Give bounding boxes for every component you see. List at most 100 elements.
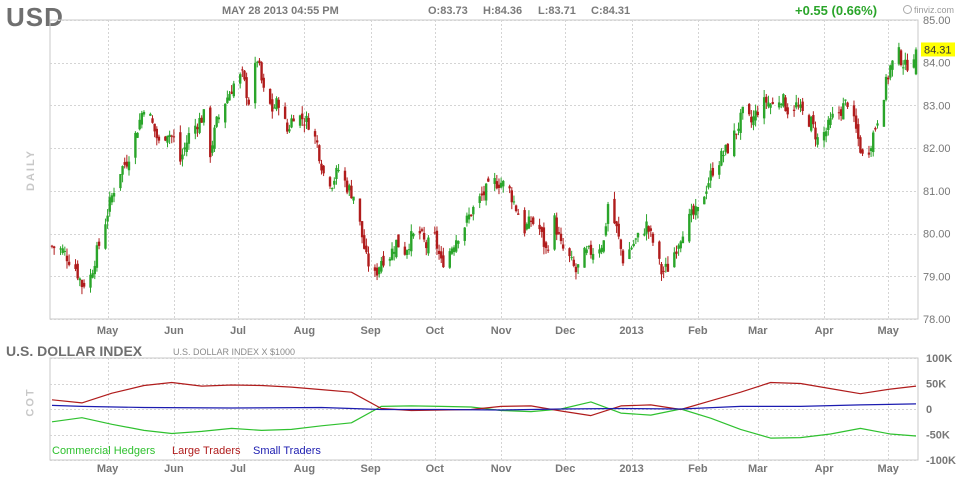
candle-up (253, 62, 257, 104)
candle-up (527, 216, 531, 229)
candle-down (771, 102, 774, 105)
candle-up (703, 196, 706, 205)
candle-down (328, 177, 332, 187)
cot-line-commercial-hedgers (51, 401, 917, 439)
candle-up (681, 236, 685, 244)
candle-up (664, 263, 667, 267)
candle-up (112, 192, 116, 197)
candle-up (724, 144, 727, 152)
candle-up (181, 154, 184, 160)
candle-up (457, 241, 460, 244)
candle-down (350, 185, 353, 199)
candle-up (388, 258, 392, 261)
x-tick-label: Jul (230, 325, 246, 337)
candle-up (395, 239, 398, 258)
candle-up (273, 107, 276, 109)
cot-x-tick-label: Mar (748, 463, 768, 475)
candle-up (914, 49, 918, 75)
cot-x-tick-label: Apr (815, 463, 835, 475)
candle-down (531, 217, 535, 224)
candle-down (307, 117, 310, 130)
candle-down (529, 220, 533, 222)
candle-down (765, 96, 768, 103)
candle-down (735, 133, 738, 135)
candle-up (110, 195, 114, 203)
candle-up (598, 249, 601, 254)
candle-down (839, 109, 843, 116)
candle-down (365, 245, 368, 253)
candle-down (258, 60, 261, 63)
candle-down (301, 113, 304, 120)
finviz-brand[interactable]: finviz.com (903, 5, 954, 15)
candle-up (335, 167, 338, 180)
candle-down (711, 167, 715, 176)
candle-down (418, 230, 422, 234)
candle-up (822, 132, 826, 141)
candle-down (540, 227, 543, 232)
candle-up (733, 130, 736, 157)
candle-up (897, 47, 901, 65)
brand-mark-icon (903, 5, 912, 14)
candle-down (360, 221, 364, 238)
candle-up (61, 248, 64, 253)
candle-down (245, 77, 248, 99)
candle-down (420, 229, 424, 231)
candle-up (78, 278, 82, 281)
cot-x-tick-label: Oct (426, 463, 445, 475)
candle-down (874, 128, 877, 130)
cot-x-tick-label: Jun (164, 463, 184, 475)
candle-up (275, 98, 278, 110)
candle-down (846, 102, 849, 107)
ticker-symbol: USD (6, 2, 64, 32)
candle-down (382, 255, 385, 266)
candle-up (63, 250, 67, 252)
candle-down (589, 244, 593, 255)
candle-up (448, 251, 451, 268)
candle-down (546, 249, 550, 251)
candle-up (767, 102, 770, 107)
candle-up (378, 267, 381, 275)
candle-up (816, 137, 819, 145)
brand-text: finviz.com (914, 5, 955, 15)
candle-down (292, 118, 295, 122)
candle-down (857, 124, 860, 139)
candle-up (795, 102, 798, 108)
candle-down (538, 224, 541, 230)
candle-down (52, 246, 56, 249)
candle-up (604, 226, 608, 236)
price-panel-label: DAILY (25, 149, 37, 191)
cot-x-tick-label: Jul (230, 463, 246, 475)
candle-down (647, 226, 650, 232)
candle-up (185, 142, 188, 153)
cot-y-tick-label: -100K (926, 455, 956, 467)
last-price-tag: 84.31 (921, 42, 955, 57)
candle-up (134, 132, 137, 158)
candle-up (91, 273, 94, 278)
candle-down (852, 105, 856, 117)
candle-up (288, 129, 291, 132)
candle-up (232, 83, 235, 97)
candle-up (891, 60, 894, 70)
candle-up (782, 94, 785, 107)
price-y-axis: 85.00 84.00 83.00 82.00 81.00 80.00 79.00 78.00 (923, 15, 951, 326)
candle-down (561, 244, 565, 249)
candle-up (904, 59, 907, 65)
x-tick-label: Dec (555, 325, 575, 337)
y-tick-label: 85.00 (923, 15, 951, 27)
candle-up (187, 133, 191, 144)
candle-down (487, 178, 490, 182)
x-tick-label: Aug (294, 325, 315, 337)
candle-up (121, 166, 124, 175)
candle-up (337, 170, 340, 172)
candle-up (454, 240, 458, 252)
y-tick-label: 82.00 (923, 143, 951, 155)
candle-up (463, 227, 466, 241)
candle-down (495, 181, 499, 189)
quote-datetime: MAY 28 2013 04:55 PM (222, 5, 339, 17)
candle-down (480, 193, 484, 196)
candle-up (630, 247, 633, 249)
candle-up (553, 215, 556, 250)
candle-down (784, 97, 787, 112)
candle-down (363, 235, 366, 249)
candle-up (876, 123, 879, 126)
